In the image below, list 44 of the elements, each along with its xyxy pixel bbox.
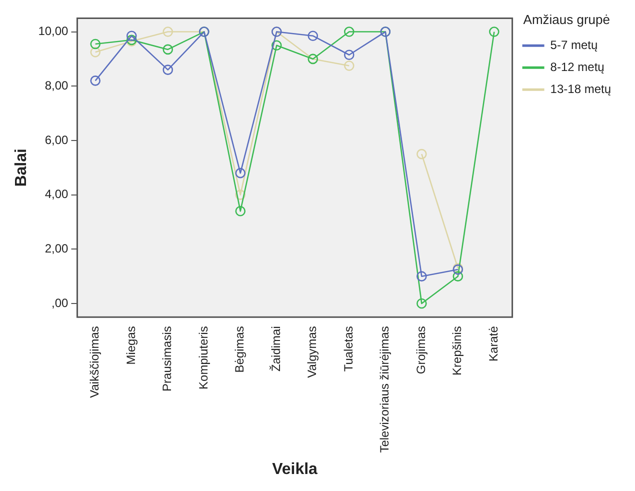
point [162,44,174,55]
x-tick-label: Bėgimas [232,326,247,373]
x-tick-label: Žaidimai [268,326,283,372]
x-tick-label: Televizoriaus žiūrėjimas [378,326,392,453]
legend-label: 8-12 metų [550,60,605,74]
y-tick-label: 6,00 [44,132,69,147]
y-tick-label: 4,00 [44,187,69,202]
point [126,30,137,42]
point [416,298,427,309]
point [90,76,101,86]
x-axis-title: Veikla [272,460,318,478]
point [235,206,246,216]
y-tick-label: ,00 [52,296,69,310]
point [90,47,101,58]
point [308,30,318,42]
point [162,64,174,75]
point [344,60,354,71]
legend-label: 13-18 metų [550,82,612,96]
x-tick-label: Prausimasis [160,326,174,392]
point [416,148,427,160]
x-tick-label: Tualetas [341,326,356,372]
x-tick-label: Karatė [486,326,500,362]
x-tick-label: Miegas [124,326,138,365]
point [235,168,246,178]
x-tick-label: Grojimas [414,326,428,374]
point [271,40,282,51]
point [344,26,354,37]
y-tick-label: 2,00 [44,241,69,256]
y-axis-title: Balai [13,148,30,187]
legend-label: 5-7 metų [550,38,598,52]
point [344,50,354,60]
x-tick-label: Krepšinis [450,326,464,376]
x-tick-label: Valgymas [305,326,320,378]
point [489,26,500,37]
point [162,26,174,37]
point [90,38,101,50]
x-tick-label: Vaikščiojimas [88,326,102,398]
point [235,190,246,200]
y-tick-label: 8,00 [44,78,69,92]
y-tick-label: 10,00 [38,24,69,38]
point [452,271,464,282]
x-tick-label: Kompiuteris [196,326,210,390]
legend-title: Amžiaus grupė [523,12,610,28]
point [416,271,427,282]
